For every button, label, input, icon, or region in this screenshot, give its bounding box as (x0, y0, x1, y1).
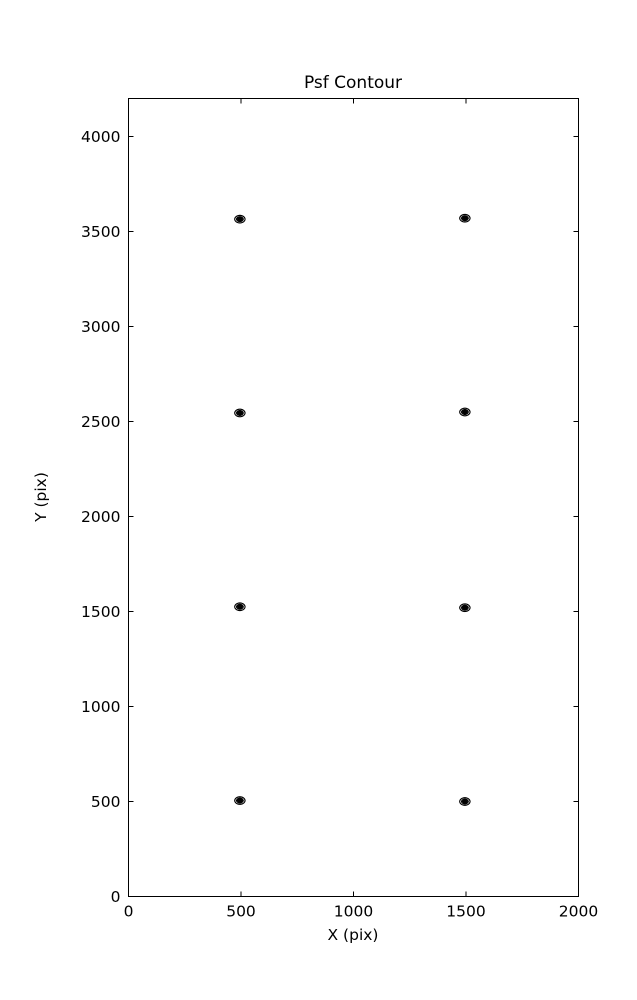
y-axis-label: Y (pix) (32, 472, 50, 523)
contour-level (234, 602, 246, 612)
contour-level (238, 411, 242, 415)
y-tick-label: 1500 (81, 603, 120, 621)
y-tick-label: 4000 (81, 128, 120, 146)
psf-contour-cluster (234, 602, 246, 612)
contour-level (459, 797, 471, 806)
contour-level (238, 605, 242, 608)
psf-contour-cluster (234, 214, 246, 224)
contour-level (235, 216, 244, 223)
contour-level (459, 213, 471, 223)
y-tick-label: 2500 (81, 413, 120, 431)
chart-title: Psf Contour (304, 73, 402, 93)
axes-frame (127, 97, 580, 898)
psf-contour-series (234, 213, 471, 806)
contour-level (236, 798, 243, 803)
psf-contour-cluster (459, 797, 471, 806)
y-tick-label: 2000 (81, 508, 120, 526)
y-tick-label: 3000 (81, 318, 120, 336)
contour-level (459, 603, 471, 613)
contour-level (234, 214, 246, 224)
x-axis-ticks (127, 98, 580, 897)
contour-level (461, 409, 468, 415)
y-tick-label: 0 (111, 888, 121, 906)
contour-level (461, 799, 468, 804)
psf-contour-cluster (459, 213, 471, 223)
contour-level (463, 800, 467, 803)
x-tick-label: 1500 (446, 903, 485, 921)
psf-contour-cluster (234, 796, 246, 805)
contour-level (238, 799, 242, 802)
x-tick-label: 2000 (559, 903, 598, 921)
contour-level (238, 218, 242, 221)
x-tick-label: 500 (226, 903, 256, 921)
x-tick-label: 0 (124, 903, 134, 921)
contour-level (235, 603, 244, 610)
contour-level (461, 215, 468, 221)
contour-level (463, 410, 467, 414)
contour-level (236, 216, 243, 222)
contour-level (236, 604, 243, 610)
contour-level (235, 409, 244, 417)
contour-level (461, 605, 468, 611)
contour-level (459, 407, 471, 417)
psf-contour-cluster (459, 407, 471, 417)
x-axis-tick-labels: 0 500 1000 1500 2000 (124, 903, 599, 921)
x-axis-label: X (pix) (328, 926, 379, 944)
contour-level (463, 217, 467, 220)
y-axis-tick-labels: 0 500 1000 1500 2000 2500 3000 3500 4000 (81, 128, 120, 906)
contour-level (460, 215, 469, 222)
contour-level (236, 410, 243, 416)
psf-contour-cluster (234, 408, 246, 418)
y-tick-label: 500 (91, 793, 121, 811)
y-tick-label: 3500 (81, 223, 120, 241)
contour-level (234, 796, 246, 805)
contour-level (460, 408, 469, 416)
y-tick-label: 1000 (81, 698, 120, 716)
x-tick-label: 1000 (334, 903, 373, 921)
psf-contour-cluster (459, 603, 471, 613)
contour-level (460, 604, 469, 611)
contour-level (460, 798, 469, 805)
contour-level (235, 797, 244, 804)
contour-level (234, 408, 246, 418)
contour-level (463, 606, 467, 609)
y-axis-ticks (128, 135, 579, 898)
